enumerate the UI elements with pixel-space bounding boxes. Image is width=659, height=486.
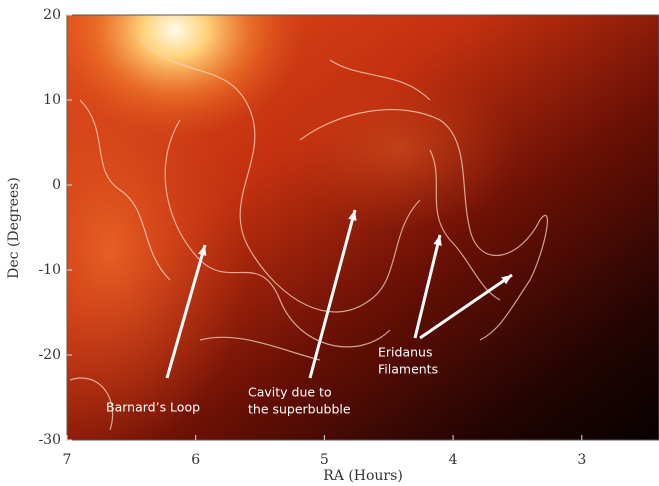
x-tick-label: 4	[449, 452, 458, 468]
annotation-label: Cavity due to	[248, 385, 332, 400]
y-tick-label: 10	[43, 92, 61, 108]
x-tick-label: 3	[577, 452, 586, 468]
y-tick-label: -10	[38, 262, 61, 278]
x-tick-label: 5	[320, 452, 329, 468]
annotation-label: Filaments	[378, 362, 438, 377]
y-tick-label: 0	[52, 177, 61, 193]
sky-image	[0, 0, 659, 450]
chart: RA (Hours) Dec (Degrees) 7 6 5 4 3 -30 -20 -10 0…	[0, 0, 659, 486]
x-tick-label: 6	[191, 452, 200, 468]
y-tick-label: -20	[38, 347, 61, 363]
annotation-label: the superbubble	[248, 402, 351, 417]
x-tick-label: 7	[63, 452, 72, 468]
annotation-label: Eridanus	[378, 345, 432, 360]
y-tick-label: -30	[38, 432, 61, 448]
y-tick-label: 20	[43, 7, 61, 23]
x-axis-label: RA (Hours)	[323, 468, 403, 484]
annotation-label: Barnard’s Loop	[106, 400, 200, 415]
y-axis-label: Dec (Degrees)	[6, 177, 22, 279]
